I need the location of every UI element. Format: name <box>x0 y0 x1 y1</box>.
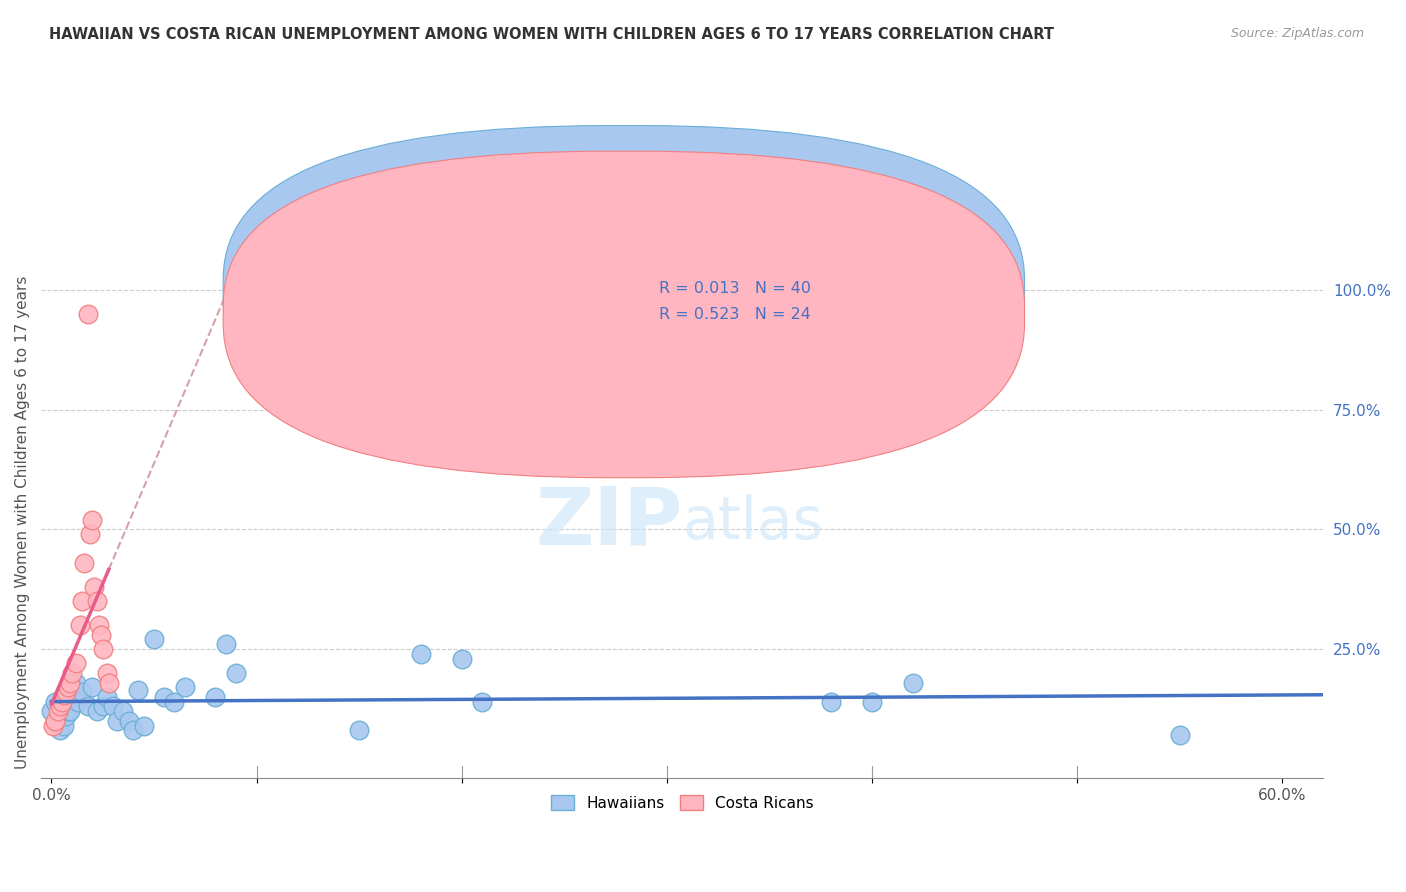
Text: ZIP: ZIP <box>534 483 682 561</box>
Point <box>44 714 66 728</box>
Point <box>153 690 176 704</box>
Point <box>86 704 108 718</box>
Point <box>409 647 432 661</box>
Text: R = 0.013   N = 40: R = 0.013 N = 40 <box>659 281 811 296</box>
Point <box>112 704 135 718</box>
Text: atlas: atlas <box>682 494 823 550</box>
Point <box>69 618 91 632</box>
Point <box>65 675 87 690</box>
Point <box>60 665 83 680</box>
Point <box>122 723 145 738</box>
Point <box>55 685 77 699</box>
Y-axis label: Unemployment Among Women with Children Ages 6 to 17 years: Unemployment Among Women with Children A… <box>15 276 30 769</box>
Point <box>471 695 494 709</box>
Point <box>132 718 155 732</box>
Point <box>901 675 924 690</box>
Point <box>96 690 118 704</box>
Point <box>90 628 112 642</box>
Point <box>77 699 100 714</box>
Point <box>79 527 101 541</box>
Point <box>96 665 118 680</box>
Point <box>59 704 82 718</box>
Point <box>42 718 65 732</box>
Point <box>51 699 73 714</box>
Point <box>225 665 247 680</box>
Point <box>215 637 238 651</box>
Point <box>163 695 186 709</box>
Point <box>52 688 75 702</box>
Point <box>77 307 100 321</box>
Legend: Hawaiians, Costa Ricans: Hawaiians, Costa Ricans <box>546 789 820 817</box>
Point <box>86 594 108 608</box>
Point <box>820 695 842 709</box>
Point <box>73 556 96 570</box>
Point <box>67 695 90 709</box>
Point <box>82 513 104 527</box>
Point <box>51 695 73 709</box>
Point <box>860 695 883 709</box>
FancyBboxPatch shape <box>224 151 1025 478</box>
Point <box>87 618 110 632</box>
Point <box>44 695 66 709</box>
Point <box>48 723 70 738</box>
Point <box>70 685 93 699</box>
Point <box>82 681 104 695</box>
Point <box>59 675 82 690</box>
Point <box>127 682 149 697</box>
Text: R = 0.523   N = 24: R = 0.523 N = 24 <box>659 307 811 322</box>
Point <box>55 709 77 723</box>
Point <box>65 657 87 671</box>
Point <box>347 723 370 738</box>
Point <box>204 690 226 704</box>
Point <box>142 632 165 647</box>
Point <box>70 594 93 608</box>
Point <box>97 675 120 690</box>
Point <box>101 699 124 714</box>
Point <box>52 718 75 732</box>
Point <box>118 714 141 728</box>
Point <box>450 651 472 665</box>
Point <box>56 681 79 695</box>
Point <box>60 690 83 704</box>
Point <box>41 704 63 718</box>
FancyBboxPatch shape <box>224 126 1025 452</box>
Point <box>173 681 195 695</box>
Text: Source: ZipAtlas.com: Source: ZipAtlas.com <box>1230 27 1364 40</box>
Point <box>1168 728 1191 742</box>
Point <box>46 704 69 718</box>
Text: HAWAIIAN VS COSTA RICAN UNEMPLOYMENT AMONG WOMEN WITH CHILDREN AGES 6 TO 17 YEAR: HAWAIIAN VS COSTA RICAN UNEMPLOYMENT AMO… <box>49 27 1054 42</box>
Point <box>91 699 114 714</box>
FancyBboxPatch shape <box>586 268 984 333</box>
Point <box>48 699 70 714</box>
Point <box>46 714 69 728</box>
Point <box>56 704 79 718</box>
Point <box>83 580 105 594</box>
Point <box>91 642 114 657</box>
Point <box>105 714 128 728</box>
